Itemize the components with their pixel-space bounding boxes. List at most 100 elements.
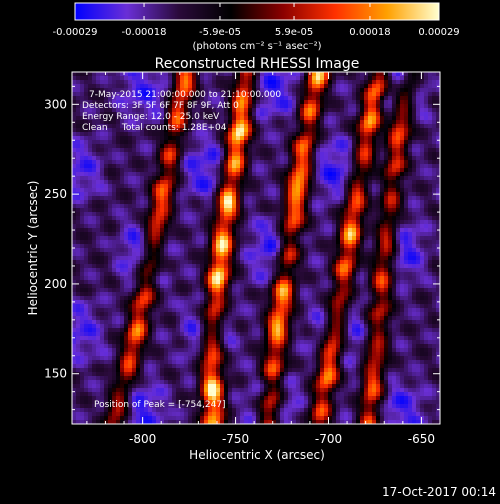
heatmap-cell xyxy=(340,252,344,256)
heatmap-cell xyxy=(296,168,300,172)
heatmap-cell xyxy=(348,112,352,116)
heatmap-cell xyxy=(408,96,412,100)
heatmap-cell xyxy=(176,196,180,200)
heatmap-cell xyxy=(148,220,152,224)
heatmap-cell xyxy=(252,280,256,284)
heatmap-cell xyxy=(216,216,220,220)
heatmap-cell xyxy=(300,180,304,184)
heatmap-cell xyxy=(360,284,364,288)
heatmap-cell xyxy=(96,228,100,232)
heatmap-cell xyxy=(212,136,216,140)
colorbar-units-label: (photons cm⁻² s⁻¹ asec⁻²) xyxy=(192,41,321,52)
heatmap-cell xyxy=(208,232,212,236)
heatmap-cell xyxy=(300,236,304,240)
heatmap-cell xyxy=(140,152,144,156)
heatmap-cell xyxy=(184,152,188,156)
heatmap-cell xyxy=(344,208,348,212)
heatmap-cell xyxy=(124,192,128,196)
heatmap-cell xyxy=(400,260,404,264)
heatmap-cell xyxy=(188,156,192,160)
heatmap-cell xyxy=(364,116,368,120)
heatmap-cell xyxy=(352,228,356,232)
heatmap-cell xyxy=(404,224,408,228)
heatmap-cell xyxy=(336,264,340,268)
heatmap-cell xyxy=(216,212,220,216)
heatmap-cell xyxy=(320,116,324,120)
heatmap-cell xyxy=(336,204,340,208)
heatmap-cell xyxy=(228,136,232,140)
heatmap-cell xyxy=(400,276,404,280)
heatmap-cell xyxy=(348,72,352,76)
heatmap-cell xyxy=(296,232,300,236)
heatmap-cell xyxy=(428,196,432,200)
heatmap-cell xyxy=(432,180,436,184)
heatmap-cell xyxy=(224,208,228,212)
heatmap-cell xyxy=(184,284,188,288)
heatmap-cell xyxy=(76,200,80,204)
heatmap-cell xyxy=(156,252,160,256)
heatmap-cell xyxy=(120,216,124,220)
heatmap-cell xyxy=(340,276,344,280)
heatmap-cell xyxy=(364,152,368,156)
heatmap-cell xyxy=(76,80,80,84)
heatmap-cell xyxy=(336,168,340,172)
heatmap-cell xyxy=(380,204,384,208)
heatmap-cell xyxy=(240,224,244,228)
heatmap-cell xyxy=(356,156,360,160)
heatmap-cell xyxy=(368,188,372,192)
heatmap-cell xyxy=(320,284,324,288)
heatmap-cell xyxy=(352,80,356,84)
heatmap-cell xyxy=(312,188,316,192)
heatmap-cell xyxy=(228,112,232,116)
heatmap-cell xyxy=(292,100,296,104)
heatmap-cell xyxy=(196,252,200,256)
heatmap-cell xyxy=(196,136,200,140)
heatmap-cell xyxy=(392,128,396,132)
heatmap-cell xyxy=(180,136,184,140)
heatmap-cell xyxy=(180,216,184,220)
heatmap-cell xyxy=(244,140,248,144)
heatmap-cell xyxy=(308,264,312,268)
heatmap-cell xyxy=(196,284,200,288)
heatmap-cell xyxy=(184,192,188,196)
heatmap-cell xyxy=(156,164,160,168)
heatmap-cell xyxy=(372,144,376,148)
heatmap-cell xyxy=(356,76,360,80)
heatmap-cell xyxy=(76,280,80,284)
heatmap-cell xyxy=(340,108,344,112)
heatmap-cell xyxy=(308,188,312,192)
heatmap-cell xyxy=(296,264,300,268)
heatmap-cell xyxy=(240,168,244,172)
heatmap-cell xyxy=(312,88,316,92)
heatmap-cell xyxy=(380,200,384,204)
heatmap-cell xyxy=(320,172,324,176)
heatmap-cell xyxy=(424,236,428,240)
heatmap-cell xyxy=(388,88,392,92)
heatmap-cell xyxy=(208,236,212,240)
heatmap-cell xyxy=(272,228,276,232)
heatmap-cell xyxy=(324,204,328,208)
heatmap-cell xyxy=(352,72,356,76)
heatmap-cell xyxy=(280,216,284,220)
heatmap-cell xyxy=(200,228,204,232)
heatmap-cell xyxy=(368,192,372,196)
heatmap-cell xyxy=(328,240,332,244)
heatmap-cell xyxy=(116,156,120,160)
heatmap-cell xyxy=(420,228,424,232)
heatmap-cell xyxy=(252,260,256,264)
heatmap-cell xyxy=(204,84,208,88)
heatmap-cell xyxy=(436,100,440,104)
heatmap-cell xyxy=(348,152,352,156)
heatmap-cell xyxy=(112,260,116,264)
heatmap-cell xyxy=(384,80,388,84)
heatmap-cell xyxy=(200,280,204,284)
heatmap-cell xyxy=(412,140,416,144)
heatmap-cell xyxy=(364,92,368,96)
heatmap-cell xyxy=(392,268,396,272)
heatmap-cell xyxy=(168,196,172,200)
heatmap-cell xyxy=(100,264,104,268)
heatmap-cell xyxy=(356,124,360,128)
heatmap-cell xyxy=(244,232,248,236)
heatmap-cell xyxy=(116,256,120,260)
heatmap-cell xyxy=(252,248,256,252)
